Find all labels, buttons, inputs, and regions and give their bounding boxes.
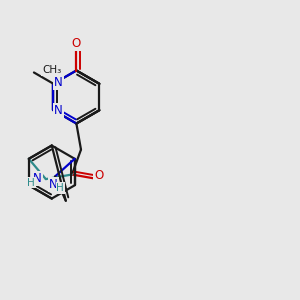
Text: H: H <box>56 183 64 193</box>
Text: N: N <box>54 76 63 89</box>
Text: N: N <box>54 104 63 117</box>
Text: CH₃: CH₃ <box>42 65 62 75</box>
Text: H: H <box>27 178 35 188</box>
Text: N: N <box>33 172 42 185</box>
Text: O: O <box>94 169 103 182</box>
Text: O: O <box>71 37 80 50</box>
Text: N: N <box>49 178 58 191</box>
